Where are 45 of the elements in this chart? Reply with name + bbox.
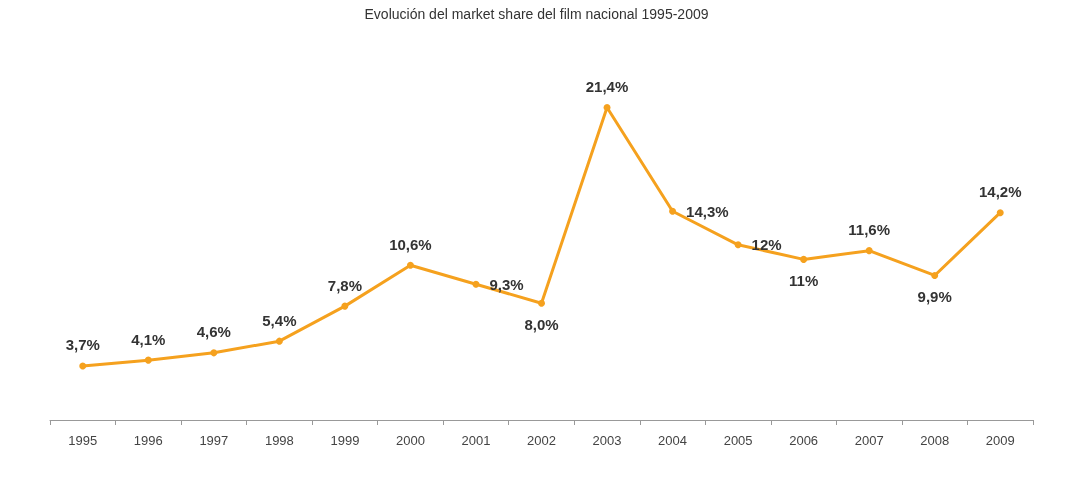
data-label: 5,4% (262, 311, 297, 329)
x-tick-label: 2002 (527, 433, 556, 448)
data-label: 14,2% (978, 183, 1022, 201)
point (210, 349, 218, 357)
point (275, 337, 283, 345)
data-label: 11% (789, 271, 819, 289)
data-label: 14,3% (686, 202, 729, 220)
x-tick-label: 1999 (330, 433, 360, 448)
point (341, 302, 349, 310)
chart-title: Evolución del market share del film nacional 1995-2009 (364, 6, 709, 22)
data-label: 8,0% (524, 315, 559, 333)
data-label: 7,8% (327, 276, 362, 294)
x-tick-label: 2006 (789, 433, 819, 448)
point (538, 299, 545, 307)
data-label: 21,4% (585, 78, 629, 96)
data-label: 10,6% (389, 235, 432, 253)
x-tick-label: 2001 (461, 433, 491, 448)
x-tick-label: 2007 (854, 433, 884, 448)
x-tick-label: 2004 (658, 433, 688, 448)
point (669, 207, 677, 215)
point (144, 356, 152, 364)
x-tick-label: 2003 (592, 433, 622, 448)
x-tick-label: 2005 (723, 433, 753, 448)
x-tick-label: 2009 (985, 433, 1015, 448)
x-tick-label: 2008 (920, 433, 950, 448)
point (996, 209, 1004, 217)
data-label: 4,1% (131, 330, 166, 348)
data-label: 11,6% (848, 221, 891, 239)
x-tick-label: 2000 (395, 433, 425, 448)
x-tick-label: 1998 (264, 433, 294, 448)
data-label: 3,7% (65, 336, 100, 354)
point (472, 280, 480, 288)
x-tick-label: 1996 (133, 433, 163, 448)
data-label: 9,9% (917, 287, 952, 305)
data-label: 12% (751, 236, 782, 254)
point (79, 362, 87, 370)
point (865, 247, 873, 255)
data-label: 4,6% (196, 323, 231, 341)
x-tick-label: 1997 (199, 433, 229, 448)
point (734, 241, 742, 249)
point (931, 271, 939, 279)
data-label: 9,3% (489, 275, 524, 293)
x-tick-label: 1995 (68, 433, 98, 448)
point (800, 255, 808, 263)
point (406, 261, 414, 269)
